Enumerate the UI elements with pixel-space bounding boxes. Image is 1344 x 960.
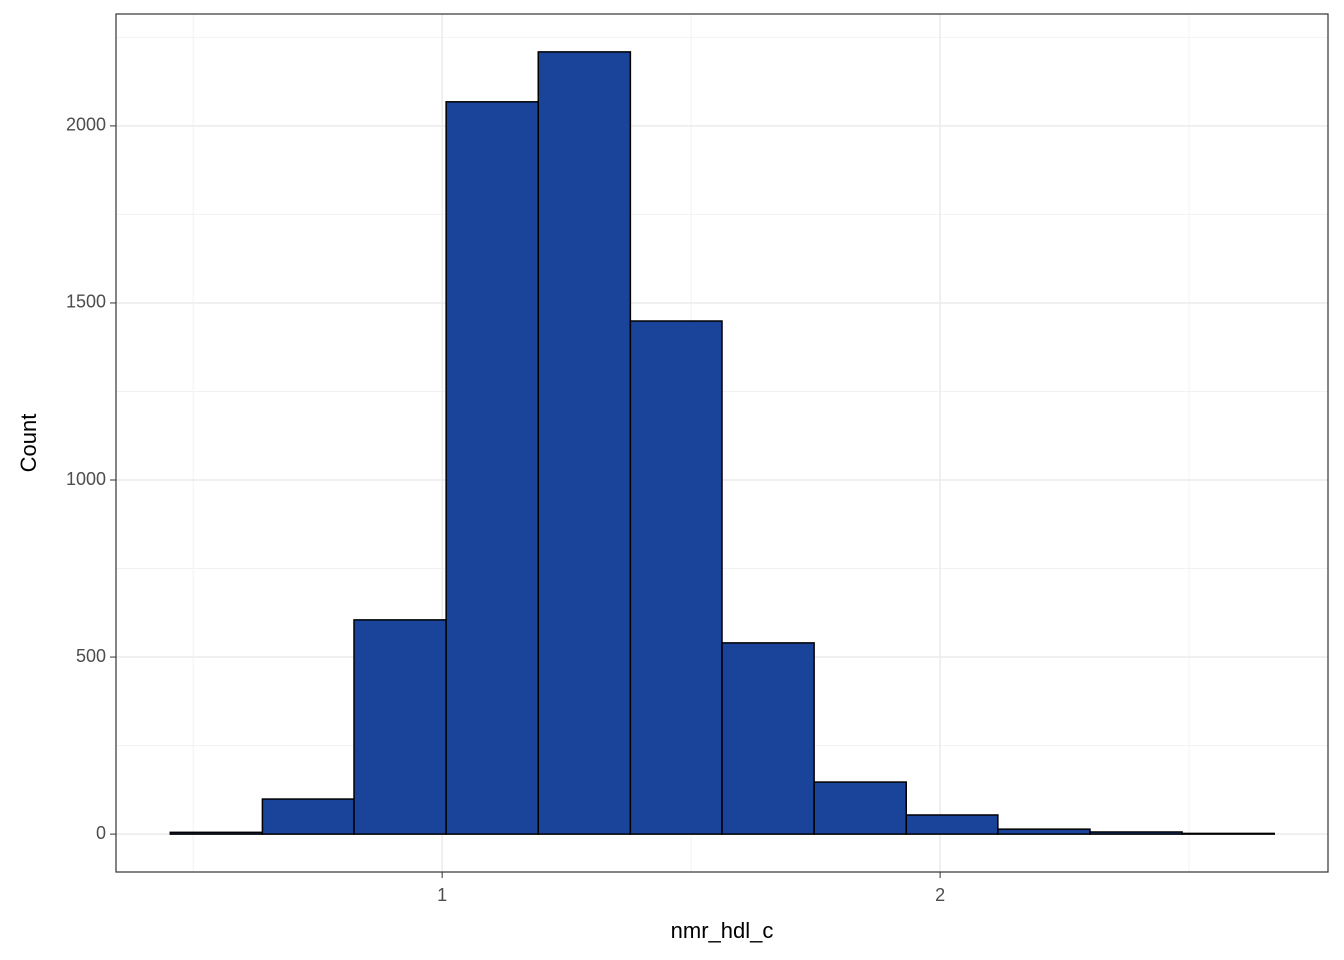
bar bbox=[537, 51, 632, 835]
bar bbox=[445, 101, 540, 835]
bar bbox=[905, 814, 999, 835]
bar bbox=[721, 642, 815, 835]
bar bbox=[1089, 831, 1183, 835]
bar bbox=[997, 828, 1091, 835]
bar bbox=[1181, 832, 1275, 835]
x-tick-label: 1 bbox=[437, 885, 447, 905]
y-axis-title: Count bbox=[16, 414, 41, 473]
y-tick-label: 1500 bbox=[66, 292, 106, 312]
bar bbox=[353, 619, 447, 835]
bar bbox=[261, 798, 355, 835]
panel-border bbox=[115, 13, 1329, 873]
y-tick-label: 0 bbox=[96, 823, 106, 843]
y-tick-label: 1000 bbox=[66, 469, 106, 489]
bar bbox=[813, 781, 907, 835]
x-tick-label: 2 bbox=[935, 885, 945, 905]
y-tick-label: 500 bbox=[76, 646, 106, 666]
bar bbox=[169, 831, 264, 835]
y-tick-label: 2000 bbox=[66, 115, 106, 135]
bar bbox=[629, 320, 723, 835]
x-axis-title: nmr_hdl_c bbox=[671, 918, 774, 943]
